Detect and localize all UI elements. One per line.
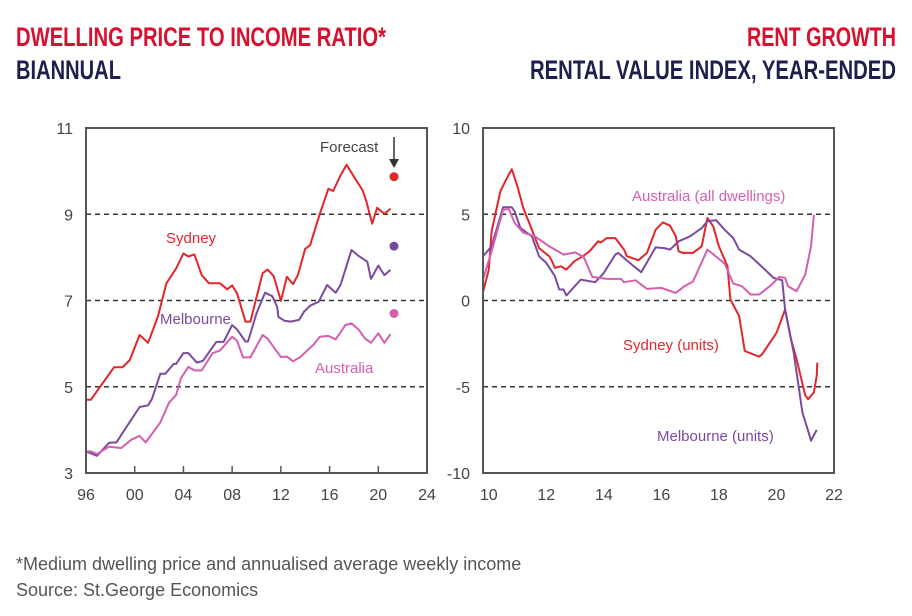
x-tick-label: 12 — [537, 487, 555, 504]
left-chart-subtitle: BIANNUAL — [16, 55, 121, 85]
y-axis-ticks: 10 5 0 -5 -10 — [447, 121, 470, 483]
source-note: Source: St.George Economics — [16, 580, 258, 600]
x-tick-label: 24 — [418, 487, 436, 504]
y-tick-label: -10 — [447, 466, 470, 483]
x-tick-label: 00 — [126, 487, 144, 504]
forecast-arrow-icon — [389, 137, 399, 168]
price-income-chart: 96 00 04 08 12 16 20 24 11 9 7 5 3 Sydney Melbourne… — [56, 121, 436, 504]
x-tick-label: 96 — [77, 487, 95, 504]
series-lines — [482, 168, 819, 442]
x-tick-label: 12 — [272, 487, 290, 504]
left-chart-title: DWELLING PRICE TO INCOME RATIO* — [16, 22, 386, 52]
gridlines — [483, 213, 834, 388]
y-axis-ticks: 11 9 7 5 3 — [56, 121, 73, 483]
series-label-sydney-units: Sydney (units) — [623, 337, 719, 354]
y-tick-label: 7 — [64, 294, 73, 311]
x-tick-label: 04 — [175, 487, 193, 504]
x-tick-label: 14 — [595, 487, 613, 504]
x-tick-label: 16 — [321, 487, 339, 504]
series-label-australia: Australia — [315, 360, 374, 377]
series-label-melbourne: Melbourne — [160, 311, 231, 328]
gridlines — [86, 213, 427, 388]
forecast-point-australia — [389, 308, 399, 318]
x-tick-label: 20 — [369, 487, 387, 504]
series-line-melbourne — [85, 249, 392, 457]
plot-frame — [85, 127, 428, 474]
x-tick-label: 22 — [825, 487, 843, 504]
y-tick-label: 5 — [64, 380, 73, 397]
x-tick-label: 16 — [652, 487, 670, 504]
x-axis-ticks: 96 00 04 08 12 16 20 24 — [77, 466, 436, 504]
y-tick-label: 10 — [452, 121, 470, 138]
x-tick-label: 18 — [710, 487, 728, 504]
x-axis-ticks: 10 12 14 16 18 20 22 — [480, 487, 843, 504]
right-chart-title: RENT GROWTH — [747, 22, 896, 52]
forecast-point-melbourne — [389, 241, 399, 251]
series-label-melbourne-units: Melbourne (units) — [657, 428, 774, 445]
series-lines — [85, 163, 399, 457]
series-line-australia — [86, 322, 392, 455]
y-tick-label: 9 — [64, 207, 73, 224]
rent-growth-chart: 10 12 14 16 18 20 22 10 5 0 -5 -10 Australia (all … — [447, 121, 843, 504]
y-tick-label: 3 — [64, 466, 73, 483]
y-tick-label: -5 — [456, 380, 470, 397]
y-tick-label: 5 — [461, 207, 470, 224]
right-chart-subtitle: RENTAL VALUE INDEX, YEAR-ENDED — [530, 55, 896, 85]
x-tick-label: 20 — [768, 487, 786, 504]
x-tick-label: 08 — [223, 487, 241, 504]
series-label-australia-all-dwellings: Australia (all dwellings) — [632, 188, 785, 205]
series-line-sydney-units — [482, 168, 819, 401]
y-tick-label: 0 — [461, 294, 470, 311]
y-tick-label: 11 — [56, 121, 73, 138]
plot-frame — [482, 127, 835, 474]
x-tick-label: 10 — [480, 487, 498, 504]
footnote: *Medium dwelling price and annualised av… — [16, 554, 521, 574]
series-line-sydney — [86, 163, 392, 401]
series-label-sydney: Sydney — [166, 230, 217, 247]
forecast-point-sydney — [389, 172, 399, 182]
forecast-label: Forecast — [320, 139, 379, 156]
series-line-australia-all-dwellings — [482, 208, 815, 296]
series-line-melbourne-units — [482, 206, 818, 442]
